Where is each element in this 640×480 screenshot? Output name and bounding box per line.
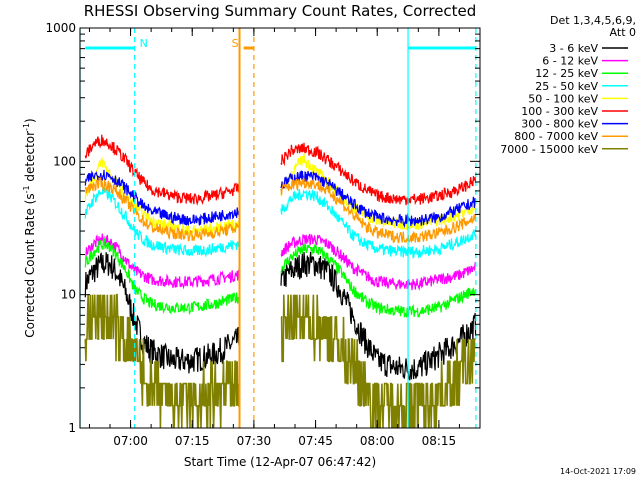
chart-title: RHESSI Observing Summary Count Rates, Co… bbox=[84, 2, 477, 20]
x-tick-label: 08:00 bbox=[360, 434, 395, 448]
x-tick-label: 07:30 bbox=[237, 434, 272, 448]
axes-layer: 07:00 07:15 07:30 07:45 08:00 08:15 1 10 100 1000 bbox=[45, 21, 481, 448]
series-100-300-kev-line bbox=[280, 142, 477, 206]
y-tick-label: 100 bbox=[53, 154, 76, 168]
legend-entry-label: 50 - 100 keV bbox=[528, 92, 598, 105]
timestamp: 14-Oct-2021 17:09 bbox=[560, 467, 636, 476]
series-6-12-kev-line bbox=[84, 233, 240, 290]
series-3-6-kev-line bbox=[84, 252, 240, 374]
annotation-label: N bbox=[140, 37, 148, 50]
plot-frame bbox=[79, 27, 481, 429]
series-25-50-kev-line bbox=[280, 188, 477, 259]
series-50-100-kev-line bbox=[84, 156, 240, 237]
legend-entry-label: 7000 - 15000 keV bbox=[500, 143, 598, 156]
series-100-300-kev-line bbox=[84, 134, 240, 206]
series-3-6-kev-line bbox=[280, 251, 477, 381]
x-tick-label: 07:45 bbox=[298, 434, 333, 448]
y-tick-label: 1 bbox=[68, 421, 76, 435]
series-12-25-kev-line bbox=[280, 243, 477, 319]
y-tick-label: 10 bbox=[61, 288, 76, 302]
series-300-800-kev-line bbox=[280, 170, 476, 229]
series-7000-15000-kev-line bbox=[84, 293, 240, 428]
legend-header: Det 1,3,4,5,6,9, bbox=[550, 14, 636, 27]
legend-entry-label: 800 - 7000 keV bbox=[514, 130, 598, 143]
x-tick-label: 07:00 bbox=[113, 434, 148, 448]
legend-entry-label: 300 - 800 keV bbox=[521, 118, 598, 131]
legend-entry-label: 6 - 12 keV bbox=[542, 55, 598, 68]
legend-entry-label: 100 - 300 keV bbox=[521, 105, 598, 118]
legend-entry-label: 3 - 6 keV bbox=[549, 42, 598, 55]
series-800-7000-kev-line bbox=[280, 176, 477, 244]
series-300-800-kev-line bbox=[84, 169, 240, 227]
series-25-50-kev-line bbox=[84, 186, 240, 258]
y-axis-label: Corrected Count Rate (s-1 detector-1) bbox=[22, 118, 37, 337]
x-tick-label: 08:15 bbox=[422, 434, 457, 448]
legend-entry-label: 25 - 50 keV bbox=[535, 80, 598, 93]
x-axis-label: Start Time (12-Apr-07 06:47:42) bbox=[184, 455, 376, 469]
series-12-25-kev-line bbox=[84, 237, 240, 316]
legend-entry-label: 12 - 25 keV bbox=[535, 67, 598, 80]
series-6-12-kev-line bbox=[280, 233, 477, 291]
y-tick-label: 1000 bbox=[45, 21, 76, 35]
series-800-7000-kev-line bbox=[84, 175, 240, 242]
x-tick-label: 07:15 bbox=[175, 434, 210, 448]
legend-header: Att 0 bbox=[610, 26, 636, 39]
series-7000-15000-kev-line bbox=[280, 294, 476, 428]
annotation-label: S bbox=[232, 37, 239, 50]
series-layer bbox=[84, 134, 477, 428]
